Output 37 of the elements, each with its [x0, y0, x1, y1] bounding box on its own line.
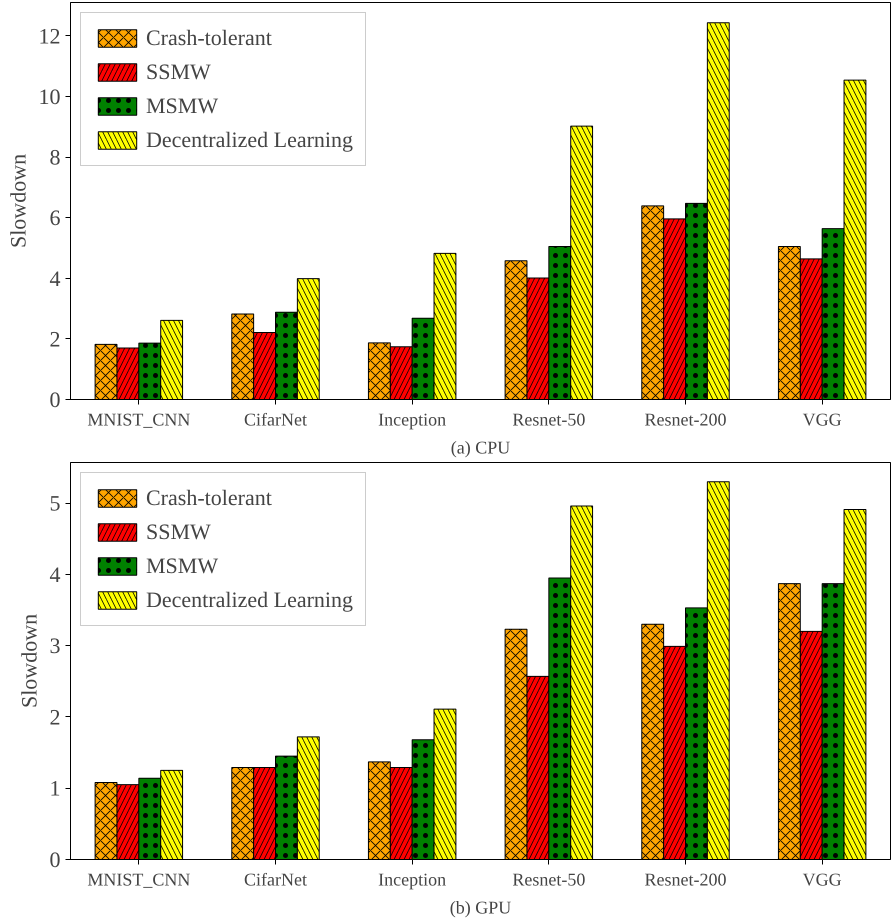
- x-tick-label: Resnet-50: [512, 870, 586, 890]
- x-tick-label: Inception: [378, 410, 446, 430]
- legend-label: MSMW: [146, 553, 218, 579]
- x-tick-label: VGG: [802, 410, 842, 430]
- x-tick-label: MNIST_CNN: [87, 410, 190, 430]
- x-tick-label: Resnet-50: [512, 410, 586, 430]
- y-tick-label: 6: [50, 205, 60, 230]
- legend-label: Crash-tolerant: [146, 25, 272, 51]
- y-tick-label: 0: [50, 847, 60, 872]
- y-tick-label: 4: [50, 266, 60, 291]
- legend-label: Crash-tolerant: [146, 485, 272, 511]
- legend-label: MSMW: [146, 93, 218, 119]
- y-axis-title: Slowdown: [16, 614, 42, 708]
- x-axis-title: (b) GPU: [450, 898, 512, 918]
- x-tick-label: CifarNet: [244, 410, 307, 430]
- x-tick-label: Resnet-200: [644, 410, 726, 430]
- x-axis-title: (a) CPU: [450, 438, 510, 458]
- x-tick-label: MNIST_CNN: [87, 870, 190, 890]
- y-tick-label: 2: [50, 326, 60, 352]
- y-tick-label: 0: [50, 387, 60, 412]
- y-tick-label: 8: [50, 144, 60, 170]
- legend-label: SSMW: [146, 59, 211, 85]
- y-axis-title: Slowdown: [6, 154, 30, 248]
- legend-label: Decentralized Learning: [146, 127, 354, 153]
- x-tick-label: CifarNet: [244, 870, 307, 890]
- y-tick-label: 2: [50, 704, 60, 730]
- y-tick-label: 10: [38, 84, 60, 109]
- y-tick-label: 3: [50, 633, 60, 658]
- x-tick-label: VGG: [802, 870, 842, 890]
- x-tick-label: Resnet-200: [644, 870, 726, 890]
- y-tick-label: 5: [50, 490, 60, 516]
- y-tick-label: 4: [50, 562, 60, 587]
- x-tick-label: Inception: [378, 870, 446, 890]
- y-tick-label: 1: [50, 776, 60, 801]
- legend-label: Decentralized Learning: [146, 587, 354, 613]
- legend-label: SSMW: [146, 519, 211, 545]
- y-tick-label: 12: [38, 23, 60, 48]
